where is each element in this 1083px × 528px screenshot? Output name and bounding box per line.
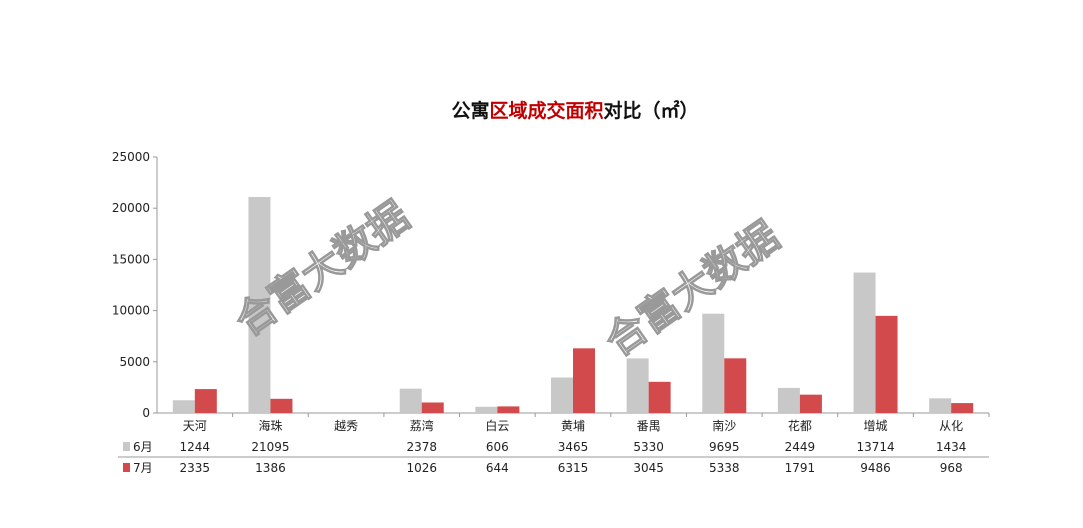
bar-6月 xyxy=(777,387,800,413)
data-table-value: 3465 xyxy=(558,440,589,454)
y-tick-label: 0 xyxy=(142,406,150,420)
legend-label: 6月 xyxy=(133,440,153,454)
data-table-value: 21095 xyxy=(251,440,289,454)
data-table-value: 1026 xyxy=(406,461,437,475)
bar-7月 xyxy=(497,406,520,413)
bar-7月 xyxy=(799,394,822,413)
chart-title: 公寓区域成交面积对比（㎡） xyxy=(0,96,1083,123)
x-tick-label: 白云 xyxy=(485,418,509,433)
x-tick-label: 南沙 xyxy=(712,418,736,433)
bar-6月 xyxy=(626,358,649,413)
x-tick-label: 荔湾 xyxy=(410,418,434,433)
y-tick-label: 20000 xyxy=(112,201,150,215)
bar-7月 xyxy=(951,403,974,413)
x-tick-label: 增城 xyxy=(864,419,888,433)
bar-6月 xyxy=(475,406,498,413)
data-table-value: 5338 xyxy=(709,461,740,475)
bar-7月 xyxy=(421,402,444,413)
data-table-value: 2335 xyxy=(180,461,211,475)
bar-7月 xyxy=(573,348,595,413)
legend-swatch-6月 xyxy=(123,442,130,451)
data-table-value: 3045 xyxy=(633,461,664,475)
bar-7月 xyxy=(724,358,747,413)
data-table-value: 644 xyxy=(486,461,509,475)
x-tick-label: 海珠 xyxy=(258,418,282,433)
x-tick-label: 天河 xyxy=(183,419,207,433)
bar-7月 xyxy=(270,398,293,413)
title-prefix: 公寓 xyxy=(451,100,490,122)
bar-7月 xyxy=(648,381,671,413)
data-table-value: 2449 xyxy=(785,440,816,454)
bar-6月 xyxy=(248,196,271,413)
x-tick-label: 花都 xyxy=(788,418,812,433)
y-tick-label: 10000 xyxy=(112,304,150,318)
title-highlight: 区域成交面积 xyxy=(489,100,604,122)
bar-7月 xyxy=(875,315,898,413)
y-tick-label: 5000 xyxy=(119,355,150,369)
watermark: 合富大数据 xyxy=(597,213,787,365)
bar-6月 xyxy=(551,377,573,413)
data-table-value: 9486 xyxy=(860,461,891,475)
data-table-value: 968 xyxy=(940,461,963,475)
data-table-value: 13714 xyxy=(856,440,894,454)
x-tick-label: 从化 xyxy=(939,419,963,433)
data-table-value: 9695 xyxy=(709,440,740,454)
x-tick-label: 番禺 xyxy=(637,419,661,433)
data-table-value: 1791 xyxy=(785,461,816,475)
data-table-value: 1244 xyxy=(180,440,211,454)
y-tick-label: 15000 xyxy=(112,252,150,266)
data-table-value: 5330 xyxy=(633,440,664,454)
bar-6月 xyxy=(929,398,952,413)
legend-swatch-7月 xyxy=(123,463,130,472)
x-tick-label: 黄埔 xyxy=(561,419,585,433)
title-suffix: 对比（㎡） xyxy=(603,100,699,122)
bar-6月 xyxy=(702,313,725,413)
bar-6月 xyxy=(853,272,876,413)
data-table-value: 2378 xyxy=(406,440,437,454)
data-table-value: 1386 xyxy=(255,461,286,475)
data-table-value: 606 xyxy=(486,440,509,454)
x-tick-label: 越秀 xyxy=(334,419,358,433)
data-table-value: 6315 xyxy=(558,461,589,475)
data-table-value: 1434 xyxy=(936,440,967,454)
bar-7月 xyxy=(194,389,217,413)
y-tick-label: 25000 xyxy=(112,150,150,164)
bar-6月 xyxy=(172,400,195,413)
legend-label: 7月 xyxy=(133,461,153,475)
bar-6月 xyxy=(399,388,422,413)
